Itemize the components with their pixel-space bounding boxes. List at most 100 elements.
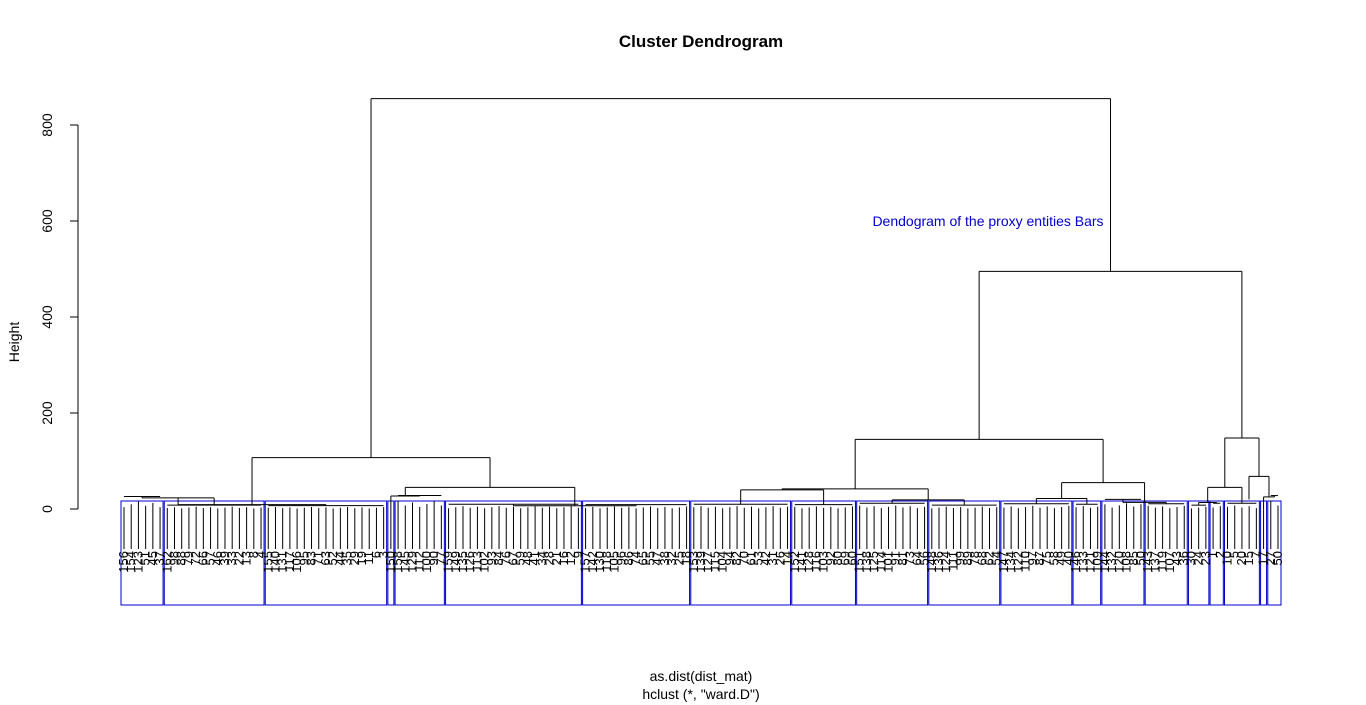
- leaf-label: 120: [1111, 551, 1126, 573]
- leaf-label: 18: [679, 551, 694, 565]
- leaf-label: 140: [267, 551, 282, 573]
- leaf-label: 46: [210, 551, 225, 565]
- leaf-label: 125: [866, 551, 881, 573]
- leaf-label: 119: [1155, 551, 1170, 572]
- leaf-label: 131: [275, 551, 290, 573]
- leaf-label: 25: [671, 551, 686, 565]
- leaf-label: 96: [614, 551, 629, 565]
- leaf-label: 17: [1256, 551, 1271, 565]
- leaf-label: 117: [282, 551, 297, 572]
- leaf-label: 73: [902, 551, 917, 565]
- leaf-label: 53: [751, 551, 766, 565]
- y-tick-label: 0: [39, 505, 55, 513]
- leaf-label: 63: [318, 551, 333, 565]
- leaf-label: 60: [844, 551, 859, 565]
- leaf-label: 13: [239, 551, 254, 565]
- leaf-label: 72: [188, 551, 203, 565]
- leaf-labels: 1561541235145371629888797266574639332213…: [116, 551, 1285, 573]
- leaf-label: 79: [181, 551, 196, 565]
- chart-annotation: Dendogram of the proxy entities Bars: [872, 213, 1103, 229]
- cluster-box: [1209, 500, 1224, 606]
- leaf-label: 90: [426, 551, 441, 565]
- leaf-label: 37: [152, 551, 167, 565]
- leaf-label: 157: [578, 551, 593, 573]
- leaf-label: 113: [469, 551, 484, 572]
- leaf-label: 107: [1162, 551, 1177, 573]
- leaf-label: 75: [1039, 551, 1054, 565]
- leaf-label: 159: [441, 551, 456, 573]
- cluster-box: [1187, 500, 1210, 606]
- leaf-label: 118: [599, 551, 614, 572]
- leaf-label: 89: [960, 551, 975, 565]
- leaf-label: 8: [246, 551, 261, 558]
- leaf-label: 162: [159, 551, 174, 573]
- leaf-label: 133: [1075, 551, 1090, 573]
- leaf-label: 57: [203, 551, 218, 565]
- leaf-label: 3: [376, 551, 391, 558]
- leaf-label: 105: [606, 551, 621, 573]
- leaf-label: 47: [650, 551, 665, 565]
- leaf-label: 30: [1183, 551, 1198, 565]
- leaf-label: 110: [1018, 551, 1033, 572]
- leaf-label: 35: [340, 551, 355, 565]
- leaf-label: 101: [881, 551, 896, 573]
- leaf-label: 127: [700, 551, 715, 573]
- leaf-label: 103: [816, 551, 831, 573]
- leaf-label: 70: [736, 551, 751, 565]
- leaf-label: 16: [556, 551, 571, 565]
- leaf-label: 33: [224, 551, 239, 565]
- leaf-label: 122: [1010, 551, 1025, 573]
- leaf-label: 76: [498, 551, 513, 565]
- leaf-label: 23: [1198, 551, 1213, 565]
- leaf-label: 58: [1046, 551, 1061, 565]
- leaf-label: 5: [1227, 551, 1242, 558]
- leaf-label: 124: [938, 551, 953, 573]
- leaf-label: 95: [296, 551, 311, 565]
- leaf-label: 14: [780, 551, 795, 565]
- leaf-label: 116: [808, 551, 823, 572]
- leaf-label: 26: [772, 551, 787, 565]
- leaf-label: 4: [253, 551, 268, 558]
- x-axis-label: as.dist(dist_mat): [650, 668, 753, 684]
- leaf-label: 59: [513, 551, 528, 565]
- leaf-label: 34: [534, 551, 549, 565]
- leaf-label: 27: [1263, 551, 1278, 565]
- leaf-label: 55: [643, 551, 658, 565]
- cluster-box: [120, 500, 164, 606]
- leaf-label: 22: [231, 551, 246, 565]
- leaf-label: 38: [657, 551, 672, 565]
- leaf-label: 84: [491, 551, 506, 565]
- leaf-label: 98: [166, 551, 181, 565]
- leaf-label: 102: [477, 551, 492, 573]
- y-axis-label: Height: [6, 322, 22, 363]
- leaf-label: 77: [433, 551, 448, 565]
- leaf-label: 155: [260, 551, 275, 573]
- leaf-label: 71: [311, 551, 326, 565]
- leaf-label: 83: [304, 551, 319, 565]
- leaf-label: 48: [520, 551, 535, 565]
- leaf-label: 41: [527, 551, 542, 565]
- leaf-label: 141: [794, 551, 809, 573]
- leaf-label: 82: [729, 551, 744, 565]
- leaf-label: 67: [505, 551, 520, 565]
- cluster-box: [264, 500, 388, 606]
- leaf-label: 152: [787, 551, 802, 573]
- leaf-label: 56: [917, 551, 932, 565]
- leaf-label: 129: [405, 551, 420, 573]
- leaf-label: 49: [1054, 551, 1069, 565]
- leaf-label: 31: [765, 551, 780, 565]
- leaf-label: 68: [974, 551, 989, 565]
- leaf-label: 130: [592, 551, 607, 573]
- leaf-label: 106: [289, 551, 304, 573]
- leaf-label: 86: [621, 551, 636, 565]
- y-axis: 0 200 400 600 800: [39, 113, 79, 513]
- y-tick-label: 200: [39, 401, 55, 425]
- leaf-label: 6: [368, 551, 383, 558]
- leaf-label: 61: [743, 551, 758, 565]
- leaf-label: 136: [931, 551, 946, 573]
- leaf-label: 104: [715, 551, 730, 573]
- leaf-label: 52: [325, 551, 340, 565]
- leaf-label: 54: [989, 551, 1004, 565]
- leaf-label: 112: [412, 551, 427, 572]
